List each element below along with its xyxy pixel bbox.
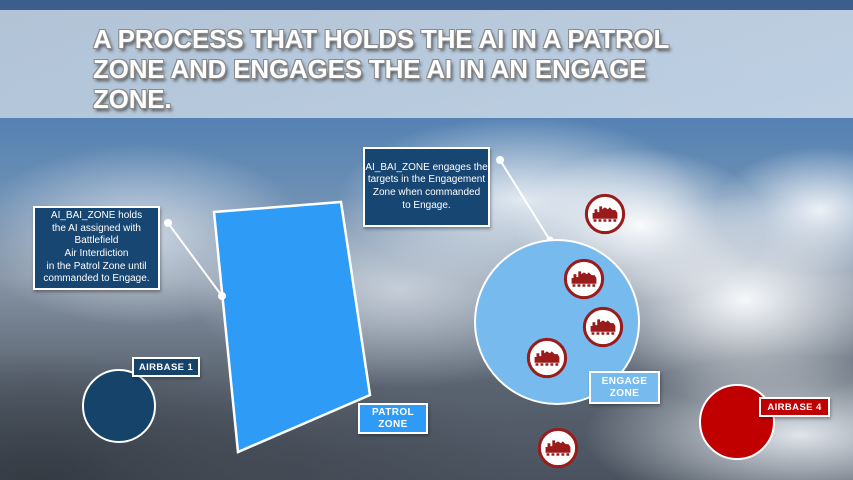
airbase-4-label: AIRBASE 4 (759, 397, 830, 417)
tank-icon (584, 193, 626, 235)
engage-callout-box: AI_BAI_ZONE engages the targets in the E… (363, 147, 490, 227)
tank-icon (526, 337, 568, 379)
top-edge-strip (0, 0, 853, 10)
hold-callout-box: AI_BAI_ZONE holds the AI assigned with B… (33, 206, 160, 290)
slide-title: A PROCESS THAT HOLDS THE AI IN A PATROL … (93, 24, 670, 114)
tank-icon (582, 306, 624, 348)
title-banner (0, 10, 853, 118)
hold-callout-connector (164, 219, 226, 300)
patrol-zone-label: PATROL ZONE (358, 403, 428, 434)
tank-icon (537, 427, 579, 469)
airbase-1-shape (82, 369, 156, 443)
airbase-1-label: AIRBASE 1 (132, 357, 200, 377)
patrol-zone-shape (212, 200, 372, 454)
engage-callout-connector (496, 156, 554, 244)
airbase-4-shape (699, 384, 775, 460)
tank-icon (563, 258, 605, 300)
engage-zone-label: ENGAGE ZONE (589, 371, 660, 404)
